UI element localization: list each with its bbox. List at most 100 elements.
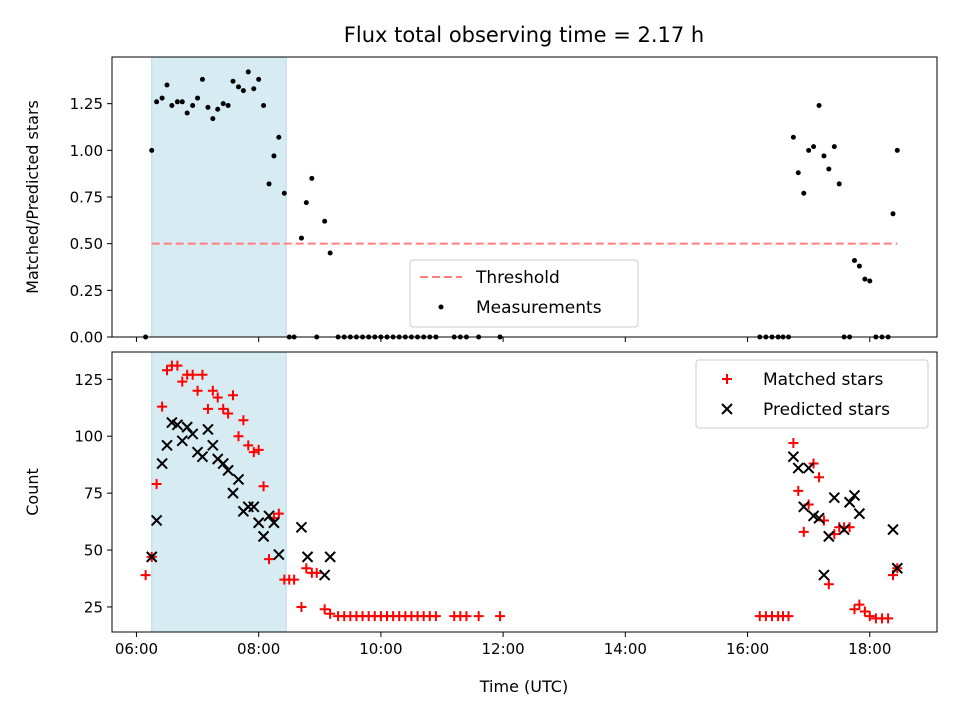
point-predicted-stars-12 xyxy=(207,439,219,452)
point-measurements-10 xyxy=(195,95,201,101)
point-measurements-66 xyxy=(801,190,807,196)
point-measurements-31 xyxy=(303,200,309,206)
point-predicted-stars-16 xyxy=(227,487,239,499)
legend-predicted-swatch xyxy=(721,403,733,415)
point-measurements-2 xyxy=(154,99,160,105)
point-matched-stars-18 xyxy=(233,431,244,442)
legend-matched-swatch xyxy=(722,374,732,384)
point-predicted-stars-17 xyxy=(232,473,245,486)
point-matched-stars-4 xyxy=(162,365,172,376)
point-matched-stars-9 xyxy=(187,369,198,380)
point-predicted-stars-28 xyxy=(318,569,331,581)
legend-measurements-swatch xyxy=(438,304,444,310)
point-measurements-79 xyxy=(867,278,873,284)
point-matched-stars-16 xyxy=(223,408,234,419)
point-predicted-stars-5 xyxy=(171,419,184,431)
point-predicted-stars-32 xyxy=(798,501,810,513)
x-tick-label-0: 06:00 xyxy=(115,640,158,658)
chart-title: Flux total observing time = 2.17 h xyxy=(344,23,704,47)
point-measurements-34 xyxy=(322,218,328,224)
top-y-axis-label: Matched/Predicted stars xyxy=(23,100,42,294)
point-predicted-stars-44 xyxy=(891,562,903,574)
point-measurements-21 xyxy=(251,86,257,92)
legend-box-bottom xyxy=(695,359,929,429)
point-measurements-6 xyxy=(174,99,180,105)
point-matched-stars-30 xyxy=(296,601,307,612)
point-measurements-4 xyxy=(164,82,170,88)
point-measurements-35 xyxy=(327,250,333,256)
point-measurements-22 xyxy=(256,76,262,82)
point-measurements-3 xyxy=(159,95,165,101)
point-matched-stars-17 xyxy=(228,390,238,401)
point-measurements-16 xyxy=(225,103,231,109)
point-measurements-23 xyxy=(261,103,267,109)
point-measurements-24 xyxy=(266,181,272,187)
point-predicted-stars-36 xyxy=(818,569,830,581)
point-matched-stars-34 xyxy=(319,604,330,615)
point-matched-stars-3 xyxy=(157,401,168,412)
x-tick-label-4: 14:00 xyxy=(604,640,647,658)
point-matched-stars-22 xyxy=(253,444,264,455)
point-predicted-stars-40 xyxy=(843,496,856,508)
point-matched-stars-35 xyxy=(325,608,336,619)
point-measurements-78 xyxy=(862,276,868,282)
point-matched-stars-24 xyxy=(264,554,275,565)
x-tick-label-6: 18:00 xyxy=(848,640,891,658)
point-measurements-9 xyxy=(190,103,196,109)
point-matched-stars-69 xyxy=(814,472,825,483)
point-predicted-stars-37 xyxy=(823,530,835,543)
point-predicted-stars-25 xyxy=(273,548,285,561)
legend-box-top xyxy=(409,259,639,328)
point-predicted-stars-8 xyxy=(186,428,199,440)
point-measurements-64 xyxy=(790,134,796,140)
point-predicted-stars-6 xyxy=(176,435,188,447)
point-matched-stars-20 xyxy=(243,440,254,451)
point-predicted-stars-15 xyxy=(222,464,234,477)
point-matched-stars-65 xyxy=(793,485,804,496)
legend-measurements-label: Measurements xyxy=(476,298,602,318)
point-matched-stars-66 xyxy=(798,526,809,537)
legend-threshold-label: Threshold xyxy=(475,268,560,288)
point-measurements-5 xyxy=(169,103,175,109)
point-measurements-8 xyxy=(184,110,190,116)
axes-frame-0 xyxy=(111,56,938,338)
bottom-panel: 25 50 75 100 125 06:00 08:00 10:00 12:00 14:00 16:… xyxy=(74,351,938,658)
y-tick-label-1-3: 100 xyxy=(74,428,103,446)
point-matched-stars-29 xyxy=(289,574,300,585)
point-measurements-15 xyxy=(220,101,226,107)
legend-predicted-label: Predicted stars xyxy=(763,400,890,420)
point-matched-stars-13 xyxy=(207,385,218,396)
point-matched-stars-78 xyxy=(859,606,870,617)
y-tick-label-1-4: 125 xyxy=(74,371,103,389)
point-measurements-68 xyxy=(811,144,817,150)
point-predicted-stars-31 xyxy=(792,462,804,474)
point-measurements-13 xyxy=(210,116,216,122)
point-matched-stars-26 xyxy=(273,508,284,519)
x-tick-label-2: 10:00 xyxy=(359,640,402,658)
x-tick-label-3: 12:00 xyxy=(481,640,524,658)
legend-matched-label: Matched stars xyxy=(763,370,883,390)
point-measurements-19 xyxy=(240,88,246,94)
point-measurements-26 xyxy=(276,134,282,140)
y-tick-label-0-1: 0.25 xyxy=(70,282,103,300)
point-measurements-65 xyxy=(795,170,801,176)
point-predicted-stars-23 xyxy=(263,510,275,522)
point-measurements-69 xyxy=(816,103,822,109)
point-predicted-stars-20 xyxy=(248,501,260,513)
point-measurements-67 xyxy=(806,147,812,153)
y-tick-label-1-1: 50 xyxy=(84,542,103,560)
point-predicted-stars-11 xyxy=(202,423,214,436)
y-tick-label-0-3: 0.75 xyxy=(70,189,103,207)
axes-frame-1 xyxy=(111,351,938,633)
point-predicted-stars-1 xyxy=(150,514,163,527)
point-matched-stars-10 xyxy=(192,385,203,396)
point-predicted-stars-26 xyxy=(295,521,308,533)
x-tick-label-1: 08:00 xyxy=(237,640,280,658)
point-measurements-73 xyxy=(836,181,842,187)
point-measurements-83 xyxy=(890,211,896,217)
point-matched-stars-31 xyxy=(301,563,312,574)
x-tick-label-5: 16:00 xyxy=(726,640,769,658)
point-predicted-stars-39 xyxy=(838,523,850,536)
point-measurements-72 xyxy=(831,144,837,150)
point-predicted-stars-0 xyxy=(146,551,158,563)
